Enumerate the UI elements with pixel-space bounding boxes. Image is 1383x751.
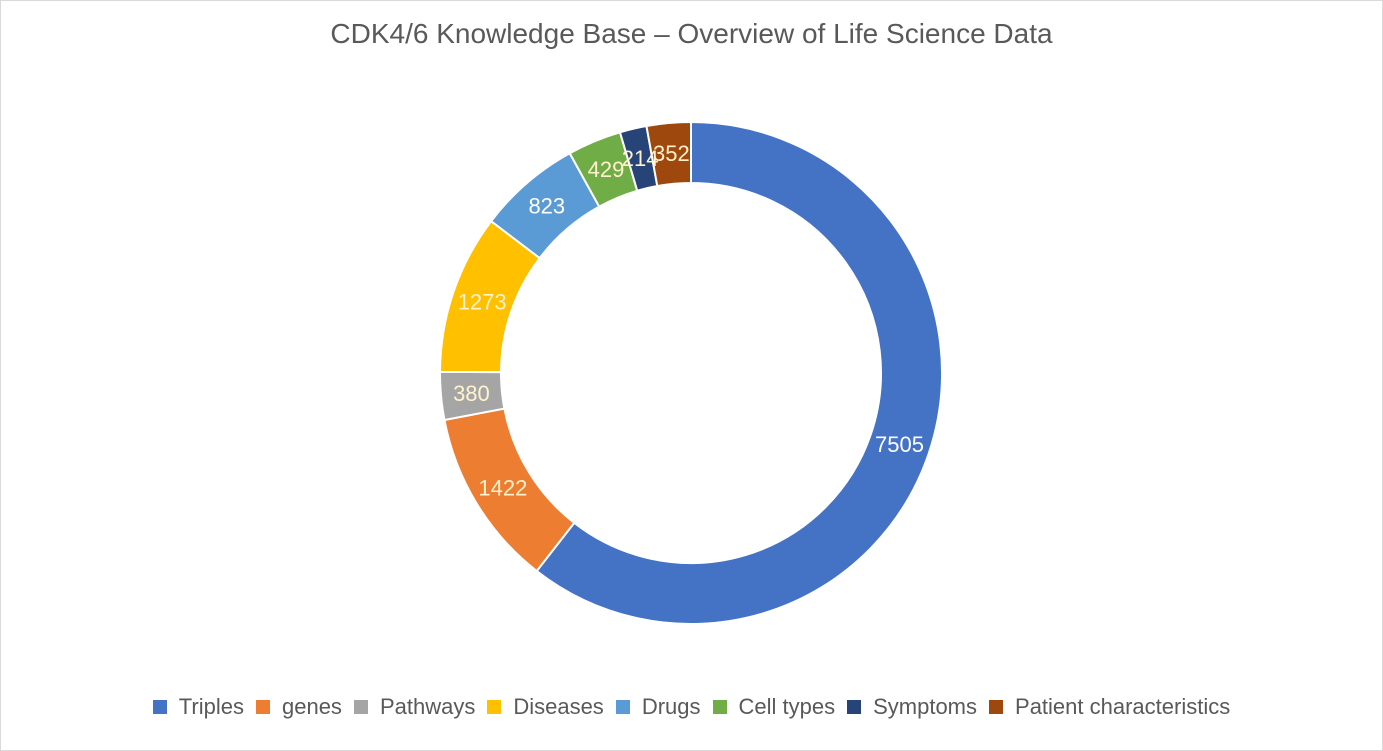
legend-label: Triples <box>178 694 244 719</box>
data-label-diseases: 1273 <box>458 290 507 315</box>
legend-swatch <box>712 700 727 714</box>
legend-item-genes: genes <box>255 694 342 720</box>
legend-label: genes <box>281 694 342 719</box>
data-label-genes: 1422 <box>478 475 527 500</box>
legend-label: Patient characteristics <box>1015 694 1231 719</box>
legend-swatch <box>255 700 270 714</box>
legend-item-drugs: Drugs <box>615 694 701 720</box>
legend-swatch <box>487 700 502 714</box>
legend-swatch <box>989 700 1004 714</box>
legend-item-pathways: Pathways <box>353 694 476 720</box>
legend-swatch <box>152 700 167 714</box>
data-label-cell-types: 429 <box>588 157 625 182</box>
slice-patient-characteristics <box>645 120 692 188</box>
legend-label: Diseases <box>513 694 604 719</box>
data-label-pathways: 380 <box>453 381 490 406</box>
legend-swatch <box>615 700 630 714</box>
legend-swatch <box>353 700 368 714</box>
legend-label: Pathways <box>379 694 476 719</box>
slice-triples <box>535 120 943 625</box>
legend-swatch <box>847 700 862 714</box>
data-label-patient-characteristics: 352 <box>653 141 690 166</box>
chart-title: CDK4/6 Knowledge Base – Overview of Life… <box>330 18 1053 49</box>
data-label-triples: 7505 <box>875 432 924 457</box>
legend-item-cell-types: Cell types <box>712 694 836 720</box>
chart-legend: Triples genes Pathways Diseases Drugs Cell ty… <box>0 694 1383 720</box>
data-label-symptoms: 214 <box>622 146 659 171</box>
legend-label: Drugs <box>641 694 701 719</box>
legend-item-triples: Triples <box>152 694 244 720</box>
legend-item-diseases: Diseases <box>487 694 604 720</box>
legend-label: Cell types <box>738 694 836 719</box>
legend-label: Symptoms <box>873 694 978 719</box>
legend-item-patient-characteristics: Patient characteristics <box>989 694 1230 720</box>
legend-item-symptoms: Symptoms <box>847 694 977 720</box>
data-label-drugs: 823 <box>528 194 565 219</box>
